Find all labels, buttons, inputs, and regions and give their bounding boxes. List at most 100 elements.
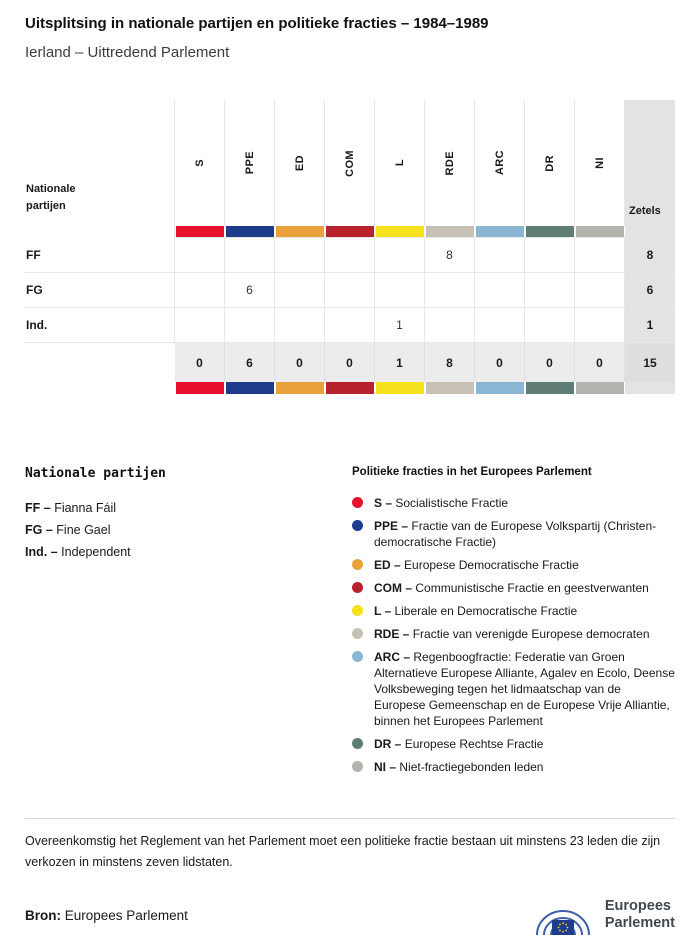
legend-political-groups: Politieke fracties in het Europees Parle… — [352, 466, 675, 782]
color-bar-s — [175, 382, 225, 394]
color-bar — [526, 382, 574, 394]
party-label-ff: FF — [25, 238, 175, 273]
color-bar — [276, 226, 324, 237]
table-cell: 1 — [375, 308, 425, 343]
table-cell — [175, 273, 225, 308]
color-bar-com — [325, 226, 375, 238]
total-cell-com: 0 — [325, 343, 375, 382]
table-cell: 8 — [425, 238, 475, 273]
color-bar — [176, 382, 224, 394]
spacer-cell — [25, 226, 175, 238]
column-header-ed: ED — [275, 100, 325, 226]
color-bar — [576, 382, 624, 394]
color-bar-dr — [525, 382, 575, 394]
total-cell-arc: 0 — [475, 343, 525, 382]
color-bar-arc — [475, 382, 525, 394]
total-cell-ed: 0 — [275, 343, 325, 382]
party-label-ind: Ind. — [25, 308, 175, 343]
total-cell-ni: 0 — [575, 343, 625, 382]
color-bar-rde — [425, 226, 475, 238]
hemicycle-flag-icon — [535, 910, 590, 936]
total-cell-l: 1 — [375, 343, 425, 382]
total-cell-s: 0 — [175, 343, 225, 382]
column-header-arc: ARC — [475, 100, 525, 226]
seats-cell-ind: 1 — [625, 308, 675, 343]
table-cell — [475, 308, 525, 343]
column-header-ppe: PPE — [225, 100, 275, 226]
color-bar — [376, 226, 424, 237]
legend-group-item: COM – Communistische Fractie en geestver… — [352, 580, 675, 596]
total-cell-rde: 8 — [425, 343, 475, 382]
column-header-rde: RDE — [425, 100, 475, 226]
color-bar-ed — [275, 382, 325, 394]
color-bar — [426, 382, 474, 394]
table-cell — [375, 238, 425, 273]
column-header-ni: NI — [575, 100, 625, 226]
table-cell — [425, 273, 475, 308]
color-bar — [576, 226, 624, 237]
table-cell — [575, 308, 625, 343]
table-cell — [175, 308, 225, 343]
spacer-cell — [625, 382, 675, 394]
total-cell-ppe: 6 — [225, 343, 275, 382]
table-cell — [575, 238, 625, 273]
european-parliament-logo: Europees Parlement — [531, 894, 675, 936]
seats-cell-ff: 8 — [625, 238, 675, 273]
legend-group-item: RDE – Fractie van verenigde Europese dem… — [352, 626, 675, 642]
color-bar — [526, 226, 574, 237]
page-subtitle: Ierland – Uittredend Parlement — [25, 44, 230, 61]
color-bar-ppe — [225, 382, 275, 394]
table-cell — [225, 308, 275, 343]
source: Bron: Europees Parlement — [25, 908, 188, 923]
color-bar-l — [375, 226, 425, 238]
color-bar-ni — [575, 226, 625, 238]
legend-color-dot — [352, 520, 363, 531]
color-bar — [176, 226, 224, 237]
legend-group-item: L – Liberale en Democratische Fractie — [352, 603, 675, 619]
source-name: Europees Parlement — [64, 907, 188, 923]
seats-cell-fg: 6 — [625, 273, 675, 308]
table-cell — [275, 273, 325, 308]
color-bar — [476, 226, 524, 237]
legend: Nationale partijen FF – Fianna Fáil FG –… — [25, 466, 675, 782]
legend-color-dot — [352, 497, 363, 508]
table-cell — [425, 308, 475, 343]
legend-national-parties: Nationale partijen FF – Fianna Fáil FG –… — [25, 466, 352, 782]
color-bar-ppe — [225, 226, 275, 238]
total-cell-dr: 0 — [525, 343, 575, 382]
column-header-zetels: Zetels — [625, 100, 675, 226]
color-bar — [276, 382, 324, 394]
legend-group-item: PPE – Fractie van de Europese Volksparti… — [352, 518, 675, 550]
color-bar-ni — [575, 382, 625, 394]
legend-group-item: NI – Niet-fractiegebonden leden — [352, 759, 675, 775]
color-bar-arc — [475, 226, 525, 238]
column-header-l: L — [375, 100, 425, 226]
table-cell — [475, 273, 525, 308]
color-bar — [326, 382, 374, 394]
table-cell — [525, 308, 575, 343]
parties-groups-table: Nationale partijen S PPE ED COM L RDE AR… — [25, 100, 675, 394]
legend-group-item: ED – Europese Democratische Fractie — [352, 557, 675, 573]
color-bar — [326, 226, 374, 237]
color-bar — [376, 382, 424, 394]
spacer-cell — [625, 226, 675, 238]
spacer-cell — [25, 382, 175, 394]
legend-party-item: Ind. – Independent — [25, 545, 131, 559]
footer: Bron: Europees Parlement — [25, 894, 675, 936]
legend-color-dot — [352, 738, 363, 749]
color-bar — [226, 382, 274, 394]
party-label-fg: FG — [25, 273, 175, 308]
table-cell: 6 — [225, 273, 275, 308]
table-cell — [225, 238, 275, 273]
color-bar-s — [175, 226, 225, 238]
table-cell — [575, 273, 625, 308]
legend-party-item: FG – Fine Gael — [25, 523, 111, 537]
table-cell — [525, 238, 575, 273]
color-bar-rde — [425, 382, 475, 394]
footnote: Overeenkomstig het Reglement van het Par… — [25, 818, 675, 872]
row-header-label: Nationale partijen — [26, 182, 76, 213]
table-cell — [525, 273, 575, 308]
table-cell — [325, 238, 375, 273]
table-cell — [275, 238, 325, 273]
